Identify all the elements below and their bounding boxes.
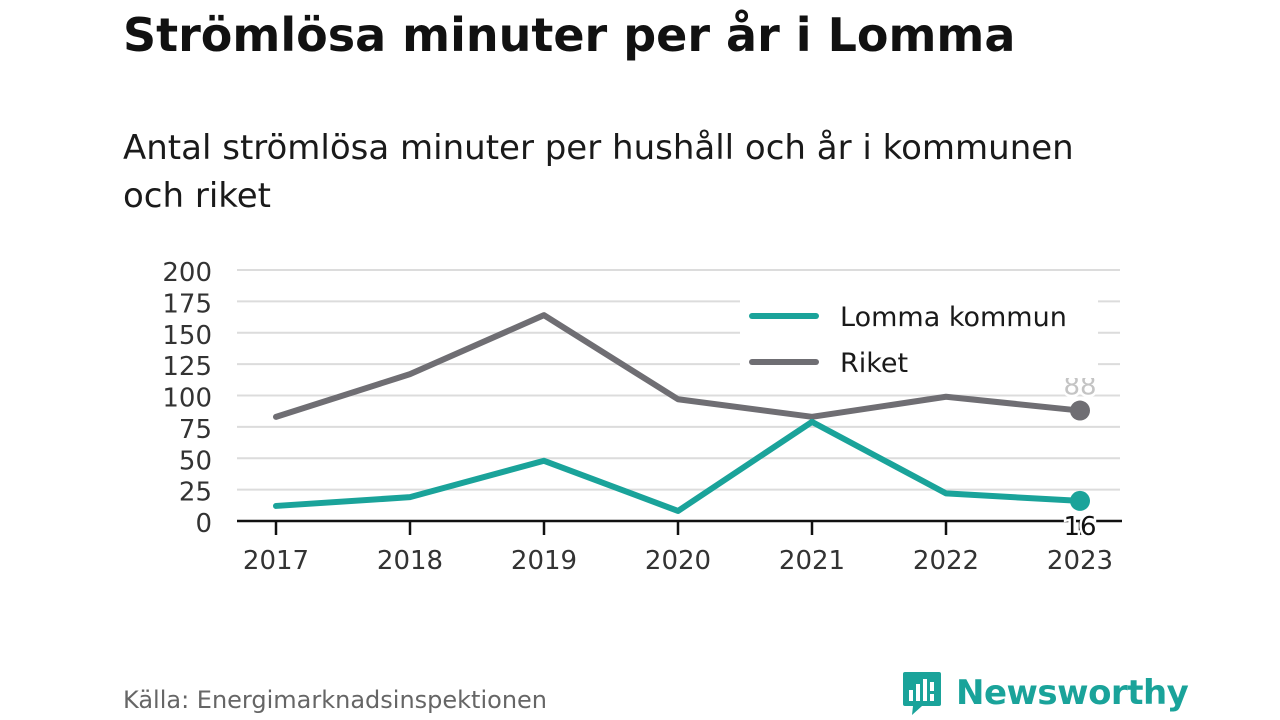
x-tick-label: 2021	[779, 546, 845, 576]
end-label-lomma-kommun: 16	[1063, 512, 1096, 542]
y-tick-label: 100	[162, 384, 212, 414]
legend-label-riket: Riket	[840, 348, 908, 379]
y-tick-label: 25	[179, 478, 212, 508]
series-line-lomma-kommun	[273, 418, 1083, 514]
series-line-riket	[273, 312, 1083, 420]
x-tick-label: 2023	[1047, 546, 1113, 576]
chart-title: Strömlösa minuter per år i Lomma	[123, 8, 1016, 62]
end-point-riket	[1070, 400, 1090, 421]
y-tick-label: 150	[162, 321, 212, 351]
y-tick-label: 175	[162, 289, 212, 319]
y-tick-label: 75	[179, 415, 212, 445]
x-tick-label: 2017	[243, 546, 309, 576]
y-tick-label: 0	[195, 509, 212, 539]
y-tick-label: 200	[162, 258, 212, 288]
end-point-lomma-kommun	[1070, 490, 1090, 511]
source-note: Källa: Energimarknadsinspektionen	[123, 686, 548, 714]
y-tick-label: 50	[179, 446, 212, 476]
brand-name: Newsworthy	[956, 673, 1189, 713]
x-tick-label: 2022	[913, 546, 979, 576]
y-tick-label: 125	[162, 352, 212, 382]
newsworthy-logo[interactable]: Newsworthy	[902, 670, 1189, 716]
legend-label-lomma-kommun: Lomma kommun	[840, 302, 1067, 333]
x-tick-label: 2020	[645, 546, 711, 576]
x-tick-label: 2018	[377, 546, 443, 576]
x-tick-label: 2019	[511, 546, 577, 576]
newsworthy-logo-icon	[903, 672, 941, 715]
chart-subtitle: Antal strömlösa minuter per hushåll och …	[123, 128, 1074, 216]
